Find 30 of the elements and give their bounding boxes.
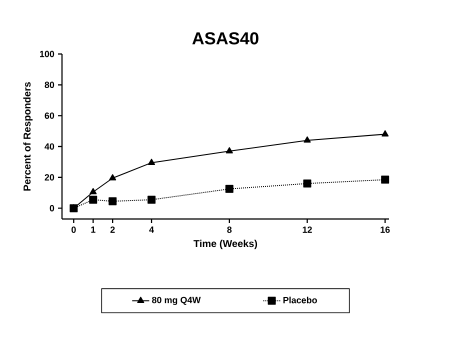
x-tick-label: 16 (380, 226, 390, 233)
x-tick-label: 12 (302, 226, 312, 233)
legend-label: 80 mg Q4W (152, 296, 201, 306)
x-tick-label: 2 (110, 226, 115, 233)
point (304, 136, 311, 143)
chart-title: ASAS40 (192, 32, 258, 44)
x-tick-label: 4 (149, 226, 154, 233)
point (90, 188, 97, 194)
y-tick-label: 0 (50, 205, 54, 212)
point (89, 196, 98, 204)
legend-label: Placebo (283, 296, 317, 304)
point (226, 147, 233, 154)
y-axis-title: Percent of Responders (23, 82, 33, 191)
y-tick-label: 40 (44, 143, 54, 150)
point (148, 158, 156, 165)
point (382, 130, 389, 136)
x-tick-label: 8 (227, 226, 232, 233)
y-tick-label: 100 (40, 50, 54, 58)
y-tick-label: 20 (44, 174, 54, 181)
point (148, 196, 156, 204)
point (225, 184, 234, 193)
point (381, 176, 390, 184)
point (108, 197, 117, 206)
x-tick-label: 1 (91, 226, 96, 233)
x-axis-title: Time (Weeks) (194, 240, 258, 250)
point (303, 180, 312, 188)
y-tick-label: 80 (44, 82, 54, 88)
y-tick-label: 60 (44, 112, 54, 119)
x-tick-label: 0 (72, 226, 76, 233)
point (109, 174, 116, 180)
